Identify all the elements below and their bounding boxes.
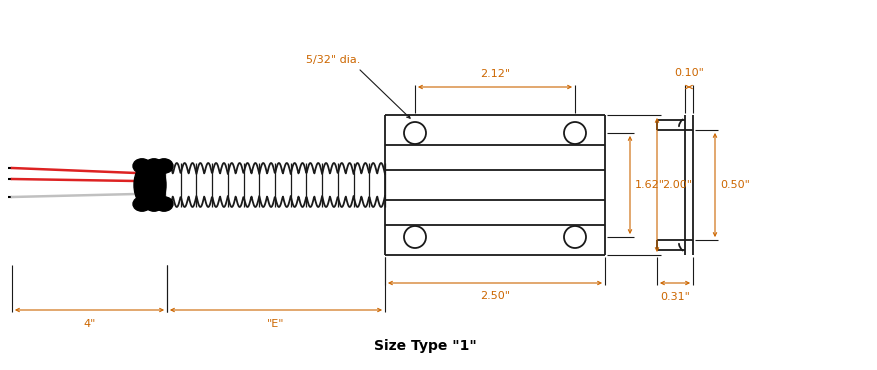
Ellipse shape: [132, 197, 151, 211]
Ellipse shape: [132, 159, 151, 173]
Text: Size Type "1": Size Type "1": [374, 339, 476, 353]
Text: 0.10": 0.10": [674, 68, 703, 78]
Ellipse shape: [145, 197, 163, 211]
Text: "E": "E": [267, 319, 284, 329]
Ellipse shape: [134, 161, 166, 209]
Text: 2.50": 2.50": [480, 291, 510, 301]
Text: 0.31": 0.31": [660, 292, 689, 302]
Text: 5/32" dia.: 5/32" dia.: [305, 55, 360, 65]
Ellipse shape: [155, 197, 173, 211]
Ellipse shape: [155, 159, 173, 173]
Ellipse shape: [145, 159, 163, 173]
Text: 0.50": 0.50": [719, 180, 749, 190]
Text: 1.62": 1.62": [634, 180, 664, 190]
Text: 2.12": 2.12": [480, 69, 510, 79]
Text: 4": 4": [83, 319, 96, 329]
Text: 2.00": 2.00": [661, 180, 691, 190]
